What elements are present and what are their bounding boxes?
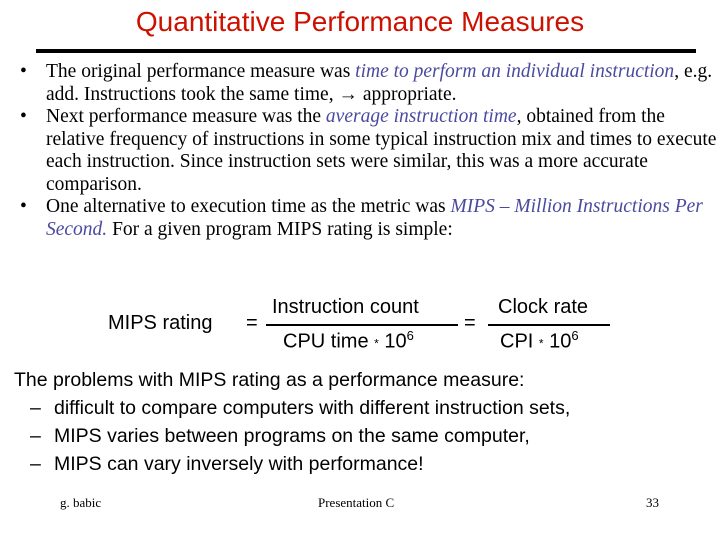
dash-marker: –: [30, 397, 41, 419]
problems-heading: The problems with MIPS rating as a perfo…: [14, 369, 525, 391]
problem-text: MIPS can vary inversely with performance…: [54, 453, 424, 475]
problem-item: – MIPS can vary inversely with performanc…: [14, 450, 714, 478]
bullet-text: The original performance measure was: [46, 61, 356, 82]
formula-numerator-2: Clock rate: [498, 296, 589, 318]
dash-marker: –: [30, 453, 41, 475]
bullet-emphasis: time to perform an individual instructio…: [355, 61, 675, 82]
bullet-text: Next performance measure was the: [46, 106, 326, 127]
bullet-item: • One alternative to execution time as t…: [20, 196, 720, 241]
bullet-list: • The original performance measure was t…: [20, 61, 720, 241]
footer-presentation: Presentation C: [318, 495, 395, 510]
footer-author: g. babic: [60, 495, 102, 510]
formula-equals: =: [246, 312, 258, 334]
formula-numerator-1: Instruction count: [272, 296, 419, 318]
fraction-bar-1: [266, 324, 458, 326]
problem-item: – difficult to compare computers with dif…: [14, 394, 714, 422]
bullet-text: , e.g. add. Instructions took the same t…: [46, 61, 713, 105]
footer-page-number: 33: [646, 495, 659, 510]
title-underline: [36, 49, 696, 53]
mips-formula: MIPS rating = Instruction count CPU time…: [0, 290, 720, 360]
formula-lhs: MIPS rating: [108, 312, 213, 334]
bullet-emphasis: MIPS – Million Instructions Per Second.: [46, 196, 703, 240]
bullet-emphasis: average instruction time: [325, 106, 517, 127]
problem-text: MIPS varies between programs on the same…: [54, 425, 530, 447]
bullet-text: , obtained from the relative frequency o…: [46, 106, 717, 195]
problem-text: difficult to compare computers with diff…: [54, 397, 571, 419]
bullet-dot: •: [20, 196, 27, 217]
formula-equals-2: =: [464, 312, 476, 334]
problems-list: – difficult to compare computers with dif…: [14, 394, 714, 478]
formula-denominator-2: CPI * 106: [500, 328, 579, 353]
fraction-bar-2: [488, 324, 610, 326]
bullet-dot: •: [20, 61, 27, 82]
problems-section: The problems with MIPS rating as a perfo…: [14, 366, 714, 478]
bullet-text: For a given program MIPS rating is simpl…: [107, 218, 453, 240]
bullet-dot: •: [20, 106, 27, 127]
bullet-text: One alternative to execution time as the…: [46, 196, 451, 217]
bullet-item: • Next performance measure was the avera…: [20, 106, 720, 196]
formula-denominator-1: CPU time * 106: [283, 328, 414, 353]
dash-marker: –: [30, 425, 41, 447]
slide-title: Quantitative Performance Measures: [135, 6, 585, 37]
bullet-item: • The original performance measure was t…: [20, 61, 720, 106]
problem-item: – MIPS varies between programs on the sam…: [14, 422, 714, 450]
